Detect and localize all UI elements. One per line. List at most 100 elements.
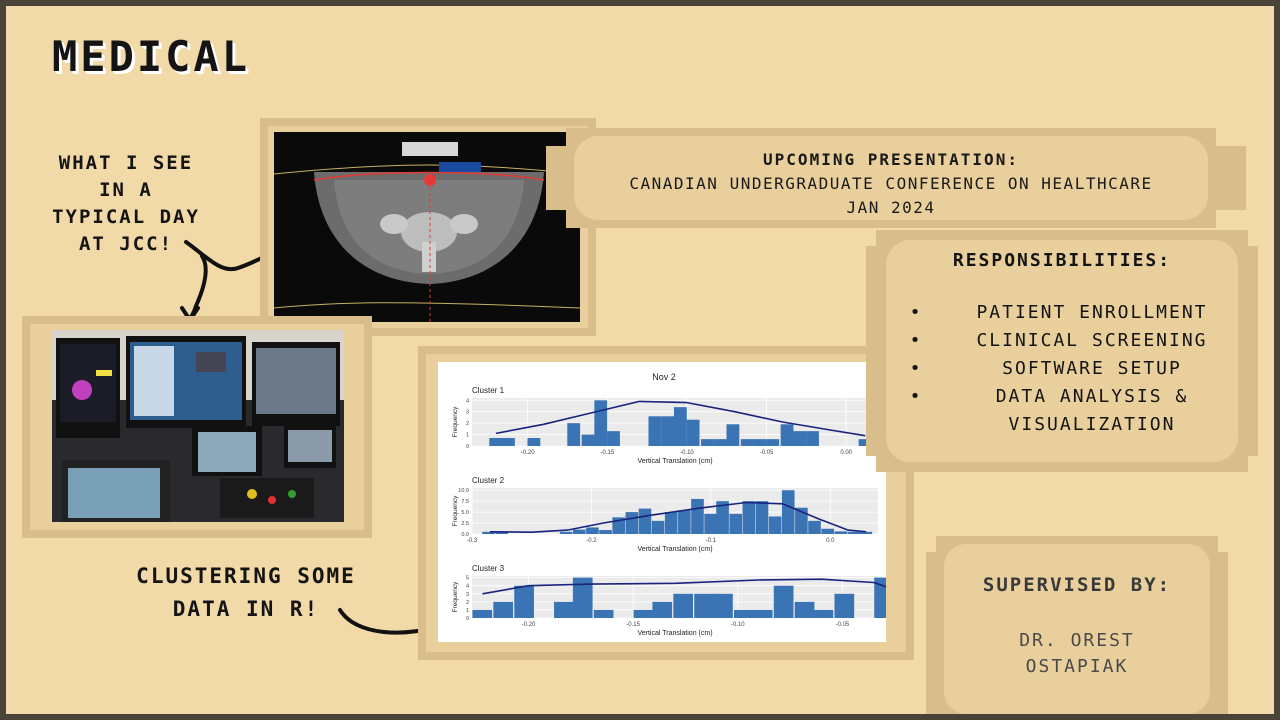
histogram-bar xyxy=(806,431,819,446)
y-tick-label: 10.0 xyxy=(458,488,469,494)
histogram-bar xyxy=(581,434,595,446)
responsibilities-card: RESPONSIBILITIES: • PATIENT ENROLLMENT • C… xyxy=(886,250,1238,439)
y-tick-label: 1 xyxy=(466,433,469,439)
y-tick-label: 3 xyxy=(466,410,469,416)
y-tick-label: 0.0 xyxy=(461,532,469,538)
histogram-bar xyxy=(794,601,815,618)
histogram-bar xyxy=(625,512,639,534)
chart-panel: Cluster 2 -0.3 -0.2 -0.1 0.0 0.0 2.5 5.0 7.5 10.0… xyxy=(452,476,878,553)
list-item: • DATA ANALYSIS & xyxy=(886,383,1238,411)
histogram-bar xyxy=(766,439,780,446)
histogram-bar xyxy=(858,439,872,446)
histogram-bar xyxy=(694,593,714,618)
panel-title: Cluster 2 xyxy=(472,476,505,485)
page-title: MEDICAL xyxy=(52,32,251,81)
list-item: • PATIENT ENROLLMENT xyxy=(886,299,1238,327)
histogram-bar xyxy=(593,609,614,618)
bullet-icon: • xyxy=(909,330,923,351)
conference-name: CANADIAN UNDERGRADUATE CONFERENCE ON HEA… xyxy=(629,174,1153,193)
annotation-line: AT JCC! xyxy=(78,233,174,255)
x-tick-label: 0.00 xyxy=(840,450,852,456)
histogram-bar xyxy=(493,601,514,618)
annotation-line: WHAT I SEE xyxy=(58,152,194,174)
histogram-bar xyxy=(559,531,573,534)
density-curve xyxy=(489,501,867,533)
histogram-bar xyxy=(495,531,508,534)
panel-title: Cluster 3 xyxy=(472,564,505,573)
histogram-bar xyxy=(527,438,541,446)
bullet-icon: • xyxy=(909,358,923,379)
histogram-bar xyxy=(648,416,662,446)
clustering-annotation: CLUSTERING SOME DATA IN R! xyxy=(116,560,376,626)
control-room-photo xyxy=(52,330,344,522)
histogram-bar xyxy=(781,490,795,534)
histogram-bar xyxy=(607,431,620,446)
histogram-bar xyxy=(729,513,743,534)
histogram-bar xyxy=(686,419,700,446)
histogram-bar xyxy=(514,585,534,618)
chart-panel: Cluster 3 -0.20 -0.15 -0.10 -0.05 0 1 2 3 4 5 Verti… xyxy=(452,564,886,637)
y-tick-label: 2 xyxy=(466,421,469,427)
histogram-bar xyxy=(834,593,855,618)
histogram-bar xyxy=(753,439,767,446)
histogram-bar xyxy=(713,439,727,446)
chart-title: Nov 2 xyxy=(652,372,676,382)
x-tick-label: -0.05 xyxy=(760,450,774,456)
histogram-bar xyxy=(768,516,782,534)
histogram-bar xyxy=(773,585,794,618)
x-tick-label: -0.2 xyxy=(586,538,597,544)
histogram-bar xyxy=(755,501,769,534)
y-tick-label: 7.5 xyxy=(461,499,469,505)
histogram-bar xyxy=(821,528,834,534)
y-tick-label: 3 xyxy=(466,592,469,598)
histogram-bar xyxy=(599,530,612,534)
histogram-bar xyxy=(813,609,834,618)
histogram-bar xyxy=(482,531,495,534)
x-axis-label: Vertical Translation (cm) xyxy=(637,630,712,637)
supervisor-heading: SUPERVISED BY: xyxy=(982,574,1172,596)
x-tick-label: -0.15 xyxy=(626,622,640,628)
annotation-line: DATA IN R! xyxy=(172,597,320,621)
cluster-histogram-chart: Nov 2 Cluster 1-0.20 -0.15 -0.10 -0.05 0.000… xyxy=(438,362,886,642)
histogram-bar xyxy=(795,507,808,534)
y-tick-label: 1 xyxy=(466,608,469,614)
y-tick-label: 4 xyxy=(466,398,469,404)
responsibilities-list: • PATIENT ENROLLMENT • CLINICAL SCREENING … xyxy=(886,299,1238,439)
histogram-bar xyxy=(726,424,740,446)
histogram-bar xyxy=(673,407,687,446)
histogram-bar xyxy=(554,601,574,618)
x-tick-label: -0.1 xyxy=(706,538,717,544)
slide: MEDICAL WHAT I SEE IN A TYPICAL DAY AT J… xyxy=(6,6,1274,714)
histogram-bar xyxy=(651,520,665,534)
responsibilities-heading: RESPONSIBILITIES: xyxy=(952,250,1172,271)
list-item-continuation: VISUALIZATION xyxy=(1008,414,1176,435)
y-tick-label: 2 xyxy=(466,600,469,606)
histogram-bar xyxy=(701,439,714,446)
histogram-bar xyxy=(752,609,773,618)
histogram-bar xyxy=(691,498,704,534)
y-axis-label: Frequency xyxy=(452,495,459,526)
supervisor-card: SUPERVISED BY: DR. OREST OSTAPIAK xyxy=(944,574,1210,680)
list-item: • SOFTWARE SETUP xyxy=(886,355,1238,383)
histogram-bar xyxy=(661,416,675,446)
x-tick-label: -0.10 xyxy=(731,622,745,628)
histogram-bar xyxy=(673,593,694,618)
y-tick-label: 5 xyxy=(466,576,469,582)
annotation-line: TYPICAL DAY xyxy=(52,206,200,228)
bullet-icon: • xyxy=(909,386,923,407)
annotation-line: CLUSTERING SOME xyxy=(136,564,356,588)
supervisor-name: DR. OREST OSTAPIAK xyxy=(1019,630,1135,677)
histogram-bar xyxy=(586,527,599,534)
x-tick-label: -0.3 xyxy=(467,538,478,544)
histogram-bar xyxy=(834,531,848,534)
histogram-bar xyxy=(874,577,886,618)
histogram-bar xyxy=(572,577,593,618)
histogram-bar xyxy=(808,520,821,534)
y-tick-label: 5.0 xyxy=(461,510,469,516)
y-axis-label: Frequency xyxy=(452,581,459,612)
histogram-bar xyxy=(740,439,754,446)
y-tick-label: 4 xyxy=(466,584,469,590)
typical-day-annotation: WHAT I SEE IN A TYPICAL DAY AT JCC! xyxy=(26,150,226,258)
y-tick-label: 0 xyxy=(466,444,469,450)
x-axis-label: Vertical Translation (cm) xyxy=(637,546,712,553)
